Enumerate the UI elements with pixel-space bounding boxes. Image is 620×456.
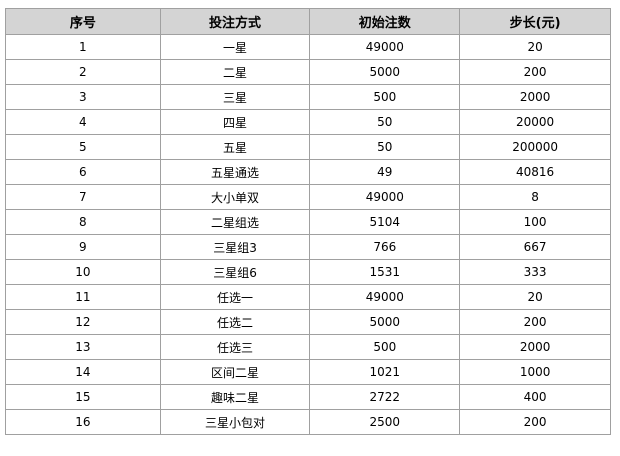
- header-bet-type: 投注方式: [159, 8, 311, 35]
- cell-bet-type: 五星: [159, 134, 311, 160]
- cell-index: 10: [5, 259, 161, 285]
- cell-index: 4: [5, 109, 161, 135]
- cell-index: 16: [5, 409, 161, 435]
- cell-initial-count: 2500: [309, 409, 461, 435]
- cell-bet-type: 趣味二星: [159, 384, 311, 410]
- cell-initial-count: 5000: [309, 309, 461, 335]
- table-row: 14 区间二星 1021 1000: [5, 359, 611, 385]
- cell-index: 3: [5, 84, 161, 110]
- table-row: 6 五星通选 49 40816: [5, 159, 611, 185]
- cell-step: 400: [459, 384, 611, 410]
- cell-bet-type: 任选三: [159, 334, 311, 360]
- cell-index: 5: [5, 134, 161, 160]
- cell-bet-type: 任选一: [159, 284, 311, 310]
- cell-initial-count: 50: [309, 134, 461, 160]
- cell-bet-type: 一星: [159, 34, 311, 60]
- cell-bet-type: 二星: [159, 59, 311, 85]
- cell-bet-type: 三星小包对: [159, 409, 311, 435]
- cell-index: 11: [5, 284, 161, 310]
- table-row: 2 二星 5000 200: [5, 59, 611, 85]
- cell-initial-count: 49: [309, 159, 461, 185]
- cell-step: 200: [459, 409, 611, 435]
- header-initial-count: 初始注数: [309, 8, 461, 35]
- table-row: 3 三星 500 2000: [5, 84, 611, 110]
- cell-step: 200: [459, 309, 611, 335]
- cell-index: 15: [5, 384, 161, 410]
- cell-index: 1: [5, 34, 161, 60]
- cell-step: 100: [459, 209, 611, 235]
- table-row: 8 二星组选 5104 100: [5, 209, 611, 235]
- table-row: 5 五星 50 200000: [5, 134, 611, 160]
- cell-bet-type: 二星组选: [159, 209, 311, 235]
- cell-step: 200: [459, 59, 611, 85]
- table-row: 1 一星 49000 20: [5, 34, 611, 60]
- cell-bet-type: 五星通选: [159, 159, 311, 185]
- header-row: 序号 投注方式 初始注数 步长(元): [5, 8, 611, 35]
- cell-index: 12: [5, 309, 161, 335]
- cell-bet-type: 三星: [159, 84, 311, 110]
- cell-index: 9: [5, 234, 161, 260]
- cell-step: 20: [459, 284, 611, 310]
- cell-bet-type: 三星组6: [159, 259, 311, 285]
- cell-step: 8: [459, 184, 611, 210]
- cell-initial-count: 5000: [309, 59, 461, 85]
- cell-bet-type: 大小单双: [159, 184, 311, 210]
- cell-bet-type: 三星组3: [159, 234, 311, 260]
- cell-initial-count: 49000: [309, 284, 461, 310]
- table-row: 12 任选二 5000 200: [5, 309, 611, 335]
- table-row: 9 三星组3 766 667: [5, 234, 611, 260]
- table-row: 10 三星组6 1531 333: [5, 259, 611, 285]
- table-row: 4 四星 50 20000: [5, 109, 611, 135]
- bet-table: 序号 投注方式 初始注数 步长(元) 1 一星 49000 20 2 二星 5000 200 3 三星 5…: [5, 8, 611, 435]
- cell-step: 200000: [459, 134, 611, 160]
- cell-index: 6: [5, 159, 161, 185]
- cell-step: 2000: [459, 84, 611, 110]
- cell-step: 1000: [459, 359, 611, 385]
- cell-initial-count: 5104: [309, 209, 461, 235]
- cell-index: 2: [5, 59, 161, 85]
- table-row: 15 趣味二星 2722 400: [5, 384, 611, 410]
- cell-initial-count: 1021: [309, 359, 461, 385]
- cell-initial-count: 2722: [309, 384, 461, 410]
- cell-initial-count: 500: [309, 84, 461, 110]
- cell-initial-count: 50: [309, 109, 461, 135]
- cell-step: 333: [459, 259, 611, 285]
- cell-step: 2000: [459, 334, 611, 360]
- cell-index: 13: [5, 334, 161, 360]
- cell-bet-type: 四星: [159, 109, 311, 135]
- table-row: 16 三星小包对 2500 200: [5, 409, 611, 435]
- cell-step: 667: [459, 234, 611, 260]
- table-row: 11 任选一 49000 20: [5, 284, 611, 310]
- table-row: 13 任选三 500 2000: [5, 334, 611, 360]
- cell-index: 7: [5, 184, 161, 210]
- cell-initial-count: 49000: [309, 184, 461, 210]
- cell-index: 8: [5, 209, 161, 235]
- cell-step: 20000: [459, 109, 611, 135]
- cell-bet-type: 任选二: [159, 309, 311, 335]
- table-row: 7 大小单双 49000 8: [5, 184, 611, 210]
- cell-step: 40816: [459, 159, 611, 185]
- cell-initial-count: 766: [309, 234, 461, 260]
- cell-index: 14: [5, 359, 161, 385]
- cell-initial-count: 500: [309, 334, 461, 360]
- header-index: 序号: [5, 8, 161, 35]
- cell-initial-count: 1531: [309, 259, 461, 285]
- cell-step: 20: [459, 34, 611, 60]
- header-step: 步长(元): [459, 8, 611, 35]
- cell-bet-type: 区间二星: [159, 359, 311, 385]
- cell-initial-count: 49000: [309, 34, 461, 60]
